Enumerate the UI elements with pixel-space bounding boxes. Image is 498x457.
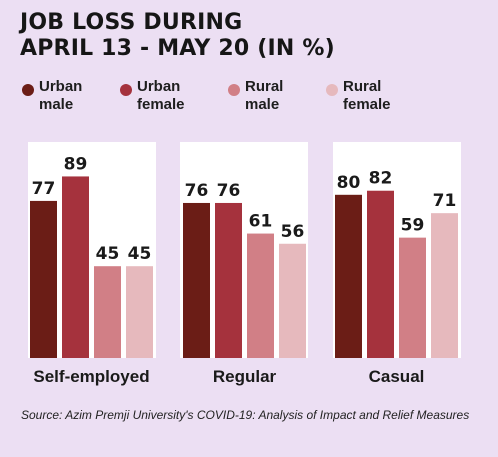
- bar-self-employed-3: [126, 266, 153, 358]
- data-label: 45: [128, 244, 152, 264]
- data-label: 45: [96, 244, 120, 264]
- legend-label-line: female: [343, 96, 391, 113]
- legend-label-line: Urban: [137, 78, 181, 95]
- data-label: 71: [433, 191, 457, 211]
- category-label: Self-employed: [33, 367, 149, 386]
- bar-casual-3: [431, 213, 458, 358]
- bar-regular-2: [247, 233, 274, 358]
- bar-casual-2: [399, 237, 426, 358]
- bar-regular-1: [215, 202, 242, 358]
- legend-label-urban-female: Urban female: [137, 78, 217, 114]
- legend-label-line: female: [137, 96, 185, 113]
- data-label: 89: [64, 154, 88, 174]
- legend-swatch-urban-female: [120, 84, 132, 96]
- legend-label-line: Urban: [39, 78, 83, 95]
- data-label: 76: [185, 181, 209, 201]
- legend-label-line: Rural: [245, 78, 284, 95]
- chart-title-line-2: APRIL 13 - MAY 20 (IN %): [20, 36, 335, 61]
- data-label: 82: [369, 169, 393, 189]
- legend-label-urban-male: Urban male: [39, 78, 119, 114]
- category-label: Regular: [213, 367, 277, 386]
- legend-swatch-rural-female: [326, 84, 338, 96]
- bar-chart: 77 89 45 45 Self-employed 76 76 61 56 Regular 80 82…: [30, 154, 458, 386]
- legend-label-rural-female: Rural female: [343, 78, 423, 114]
- data-label: 77: [32, 179, 56, 199]
- bar-regular-0: [183, 202, 210, 358]
- legend-label-line: male: [39, 96, 74, 113]
- legend-swatch-urban-male: [22, 84, 34, 96]
- data-label: 80: [337, 173, 361, 193]
- legend-swatch-rural-male: [228, 84, 240, 96]
- chart-title-line-1: JOB LOSS DURING: [20, 10, 243, 35]
- data-label: 56: [281, 222, 305, 242]
- legend-label-line: Rural: [343, 78, 382, 95]
- category-label: Casual: [369, 367, 425, 386]
- bar-self-employed-2: [94, 266, 121, 358]
- data-label: 61: [249, 212, 273, 232]
- bar-regular-3: [279, 243, 306, 358]
- legend-label-rural-male: Rural male: [245, 78, 325, 114]
- legend: Urban male Urban female Rural male Rural…: [0, 78, 498, 120]
- bar-casual-0: [335, 194, 362, 358]
- bar-self-employed-1: [62, 176, 89, 358]
- chart-title: JOB LOSS DURING APRIL 13 - MAY 20 (IN %): [20, 10, 335, 62]
- data-label: 59: [401, 216, 425, 236]
- data-label: 76: [217, 181, 241, 201]
- bar-casual-1: [367, 190, 394, 358]
- bar-self-employed-0: [30, 200, 57, 358]
- legend-label-line: male: [245, 96, 280, 113]
- source-note: Source: Azim Premji University's COVID-1…: [21, 408, 470, 422]
